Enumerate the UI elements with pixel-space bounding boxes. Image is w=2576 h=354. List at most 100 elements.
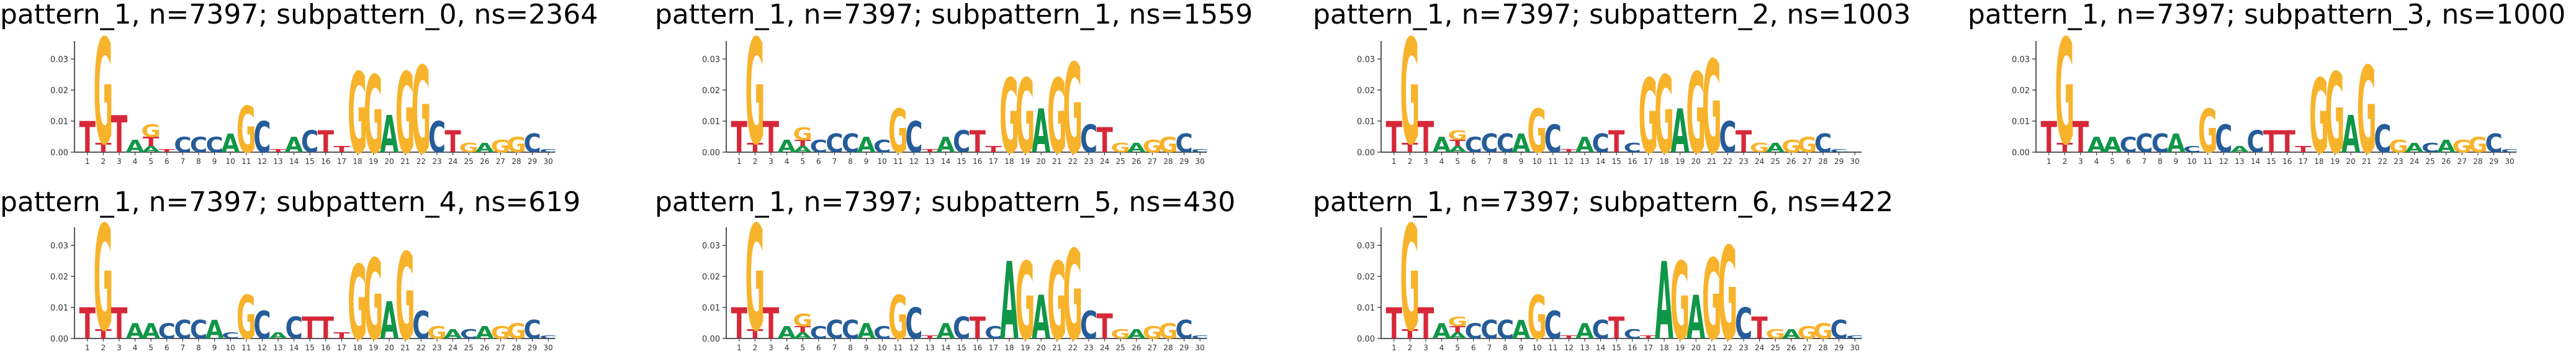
x-tick-label: 16 (973, 157, 982, 166)
x-tick-label: 3 (1423, 157, 1428, 166)
logo-letter-G: G (999, 58, 1019, 177)
x-tick-label: 25 (1116, 157, 1125, 166)
y-tick-label: 0.03 (50, 55, 68, 65)
x-tick-label: 22 (1723, 343, 1732, 352)
logo-letter-C: C (174, 315, 191, 345)
x-tick-label: 24 (448, 157, 457, 166)
logo-letter-C: C (1080, 304, 1097, 348)
logo-letter-C: C (842, 129, 859, 158)
x-tick-label: 18 (1659, 157, 1669, 166)
x-tick-label: 22 (417, 157, 426, 166)
logo-letter-A: A (1512, 315, 1531, 345)
logo-letter-T: T (2041, 113, 2057, 163)
x-tick-label: 6 (1471, 157, 1476, 166)
x-tick-label: 20 (1691, 157, 1701, 166)
x-tick-label: 6 (164, 343, 169, 352)
logo-letter-C: C (1592, 315, 1609, 345)
logo-letter-G: G (793, 311, 813, 330)
logo-letter-G: G (491, 137, 511, 157)
x-tick-label: 9 (212, 157, 217, 166)
x-tick-label: 12 (1564, 157, 1574, 166)
logo-letter-T: T (922, 148, 938, 153)
logo-letter-A: A (1433, 132, 1452, 157)
x-tick-label: 23 (432, 343, 441, 352)
y-tick-label: 0.00 (1357, 335, 1375, 344)
logo-letter-G: G (2452, 137, 2472, 157)
logo-letter-C: C (2183, 144, 2200, 154)
logo-letter-T: T (1560, 335, 1577, 340)
x-tick-label: 20 (1037, 343, 1046, 352)
x-tick-label: 5 (148, 157, 153, 166)
y-tick-label: 0.00 (702, 335, 720, 344)
logo-letter-G: G (364, 55, 384, 178)
x-tick-label: 25 (464, 157, 474, 166)
logo-letter-A: A (793, 330, 813, 340)
y-tick-label: 0.02 (702, 86, 720, 96)
x-tick-label: 16 (321, 157, 330, 166)
logo-letter-C: C (539, 148, 557, 153)
x-tick-label: 2 (101, 343, 106, 352)
x-tick-label: 23 (1084, 343, 1093, 352)
x-tick-label: 9 (1519, 157, 1524, 166)
logo-letter-G: G (2357, 42, 2377, 181)
y-tick-label: 0.00 (50, 335, 68, 344)
x-tick-label: 13 (2235, 157, 2244, 166)
logo-letter-T: T (970, 312, 986, 346)
panel-title: pattern_1, n=7397; subpattern_6, ns=422 (1313, 186, 1893, 218)
x-tick-label: 3 (117, 157, 122, 166)
x-tick-label: 7 (1487, 157, 1492, 166)
logo-letter-T: T (1418, 113, 1434, 163)
x-tick-label: 7 (2142, 157, 2147, 166)
y-tick-label: 0.03 (702, 242, 720, 251)
y-tick-label: 0.01 (702, 304, 720, 313)
logo-letter-C: C (1624, 327, 1641, 342)
y-tick-label: 0.03 (1357, 55, 1375, 65)
logo-letter-A: A (1448, 330, 1467, 340)
x-tick-label: 10 (1533, 343, 1542, 352)
logo-letter-T: T (79, 299, 96, 349)
x-tick-label: 6 (1471, 343, 1476, 352)
logo-letter-C: C (905, 113, 922, 163)
x-tick-label: 14 (2251, 157, 2260, 166)
x-tick-label: 26 (1786, 343, 1796, 352)
logo-letter-G: G (1110, 140, 1130, 155)
logo-letter-T: T (79, 113, 96, 163)
x-tick-label: 11 (241, 343, 251, 352)
logo-panel: pattern_1, n=7397; subpattern_1, ns=1559… (655, 0, 1253, 181)
x-tick-label: 24 (1755, 343, 1764, 352)
logo-letter-G: G (1448, 128, 1467, 143)
logo-letter-A: A (142, 144, 161, 154)
x-tick-label: 9 (864, 157, 869, 166)
y-tick-label: 0.00 (2012, 148, 2030, 158)
logo-letter-G: G (1798, 132, 1817, 157)
logo-letter-G: G (2468, 132, 2488, 157)
logo-letter-A: A (1671, 98, 1690, 167)
x-tick-label: 14 (941, 343, 950, 352)
logo-letter-C: C (190, 315, 207, 345)
x-tick-label: 3 (768, 343, 773, 352)
panel-title: pattern_1, n=7397; subpattern_5, ns=430 (655, 186, 1235, 218)
x-tick-label: 23 (432, 157, 441, 166)
logo-letter-G: G (491, 323, 511, 343)
logo-letter-G: G (1639, 58, 1659, 177)
x-tick-label: 27 (496, 157, 505, 166)
logo-letter-C: C (1624, 140, 1641, 155)
x-tick-label: 5 (1455, 157, 1460, 166)
x-tick-label: 30 (1850, 157, 1860, 166)
x-tick-label: 11 (893, 343, 903, 352)
logo-letter-G: G (2198, 98, 2218, 167)
x-tick-label: 26 (1132, 157, 1141, 166)
logo-letter-C: C (1080, 117, 1097, 162)
x-tick-label: 21 (1052, 157, 1061, 166)
x-tick-label: 25 (1771, 343, 1780, 352)
x-tick-label: 27 (2457, 157, 2467, 166)
logo-letter-G: G (888, 98, 908, 167)
logo-letter-T: T (1096, 307, 1113, 347)
logo-letter-G: G (1158, 132, 1178, 157)
logo-letter-C: C (428, 113, 446, 163)
x-tick-label: 8 (848, 343, 853, 352)
logo-letter-C: C (826, 129, 843, 158)
x-tick-label: 24 (1100, 157, 1109, 166)
x-tick-label: 22 (1723, 157, 1732, 166)
